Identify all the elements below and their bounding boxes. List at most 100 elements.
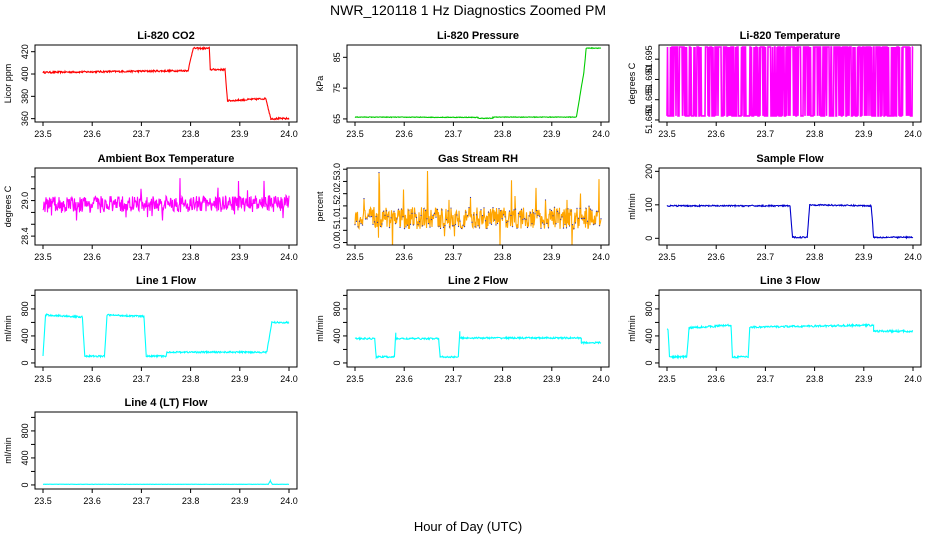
data-point	[396, 218, 398, 220]
y-tick-label: 400	[20, 66, 30, 81]
data-point	[553, 206, 556, 208]
series-group-line-1-flow	[42, 313, 290, 359]
x-tick-label: 23.5	[34, 129, 52, 139]
plot-frame-line-3-flow	[658, 289, 922, 368]
panel-title-line-1-flow: Line 1 Flow	[136, 275, 196, 287]
data-point	[513, 209, 515, 211]
data-point	[591, 209, 593, 211]
data-point	[504, 216, 506, 218]
y-tick-label: 400	[332, 328, 342, 343]
plot-frame-line-4-lt-flow	[34, 411, 298, 490]
x-tick-label: 24.0	[904, 129, 922, 139]
data-point	[489, 222, 491, 224]
series-line-li-820-pressure-0	[354, 46, 602, 120]
series-group-line-4-lt-flow	[42, 478, 290, 485]
series-line-ambient-box-temperature-0	[42, 178, 290, 221]
panel-title-li-820-co2: Li-820 CO2	[137, 30, 194, 42]
data-point	[565, 227, 568, 229]
data-point	[472, 214, 475, 216]
x-tick-label: 24.0	[280, 374, 298, 384]
series-group-line-2-flow	[354, 331, 602, 360]
data-point	[541, 222, 544, 224]
plot-frame-li-820-pressure	[346, 44, 610, 123]
y-tick-label: 800	[20, 423, 30, 438]
series-line-gas-stream-rh-0	[354, 170, 602, 245]
x-tick-label: 23.6	[395, 374, 413, 384]
x-tick-label: 23.8	[494, 252, 512, 262]
data-point	[406, 224, 409, 226]
data-point	[372, 223, 374, 226]
y-tick-label: 0	[20, 360, 30, 365]
x-tick-label: 23.5	[34, 496, 52, 506]
data-point	[450, 207, 452, 209]
data-point	[514, 208, 517, 210]
x-tick-label: 23.7	[133, 496, 151, 506]
x-tick-label: 23.6	[83, 374, 101, 384]
data-point	[600, 218, 602, 220]
data-point	[469, 196, 472, 199]
data-point	[570, 210, 572, 212]
x-tick-label: 23.7	[445, 374, 463, 384]
x-tick-label: 23.7	[757, 374, 775, 384]
data-point	[439, 227, 442, 230]
data-point	[480, 209, 482, 211]
x-tick-label: 23.6	[707, 252, 725, 262]
data-point	[534, 213, 536, 215]
y-tick-label: 0.0	[332, 236, 342, 249]
panel-li-820-temperature: Li-820 Temperature degrees C 23.5 23.6 23.7 2…	[627, 30, 922, 139]
plot-frame-sample-flow	[658, 167, 922, 246]
x-tick-label: 24.0	[280, 129, 298, 139]
data-point	[390, 217, 392, 219]
panel-title-line-3-flow: Line 3 Flow	[760, 275, 820, 287]
data-point	[402, 216, 404, 218]
data-point	[523, 218, 526, 220]
figure-x-axis-label: Hour of Day (UTC)	[414, 519, 522, 534]
panel-gas-stream-rh: Gas Stream RH percent 23.5 23.6 23.7 23.8 23.9…	[315, 153, 610, 262]
data-point	[493, 219, 496, 221]
series-group-line-3-flow	[666, 322, 914, 360]
data-point	[436, 208, 439, 210]
y-axis-label-line-4-lt-flow: ml/min	[3, 437, 13, 464]
panel-line-2-flow: Line 2 Flow ml/min 23.5 23.6 23.7 23.8 23.9 24.…	[315, 275, 610, 384]
data-point	[556, 210, 559, 212]
y-tick-label: 3.0	[332, 163, 342, 176]
data-point	[525, 218, 527, 220]
data-point	[505, 221, 508, 224]
plot-frame-gas-stream-rh	[346, 167, 610, 246]
data-point	[388, 227, 391, 229]
y-tick-label: 380	[20, 89, 30, 104]
y-tick-label: 0	[332, 360, 342, 365]
data-point	[576, 207, 578, 210]
y-axis-label-line-3-flow: ml/min	[627, 315, 637, 342]
data-point	[597, 210, 599, 212]
data-point	[529, 212, 532, 214]
panel-li-820-pressure: Li-820 Pressure kPa 23.5 23.6 23.7 23.8 23.9 24…	[315, 30, 610, 139]
y-tick-label: 800	[644, 301, 654, 316]
x-tick-label: 23.7	[757, 129, 775, 139]
panel-sample-flow: Sample Flow ml/min 23.5 23.6 23.7 23.8 23.9 24.…	[627, 153, 922, 262]
x-tick-label: 23.5	[346, 252, 364, 262]
y-tick-label: 100	[644, 197, 654, 212]
data-point	[573, 228, 575, 230]
data-point	[585, 207, 587, 209]
x-tick-label: 23.5	[346, 374, 364, 384]
y-axis-label-li-820-co2: Licor ppm	[3, 64, 13, 104]
data-point	[433, 212, 436, 214]
x-tick-label: 23.9	[543, 374, 561, 384]
series-line-li-820-co2-0	[42, 45, 290, 121]
data-point	[564, 223, 566, 226]
data-point	[462, 224, 464, 226]
data-point	[574, 222, 577, 224]
x-tick-label: 23.8	[806, 374, 824, 384]
x-tick-label: 23.9	[855, 129, 873, 139]
series-group-li-820-pressure	[354, 46, 602, 120]
y-tick-label: 2.0	[332, 187, 342, 200]
series-group-gas-stream-rh	[354, 170, 602, 245]
data-point	[354, 224, 356, 226]
data-point	[549, 208, 551, 210]
data-point	[382, 210, 385, 212]
x-tick-label: 23.6	[83, 252, 101, 262]
x-tick-label: 23.9	[543, 252, 561, 262]
data-point	[409, 223, 412, 225]
